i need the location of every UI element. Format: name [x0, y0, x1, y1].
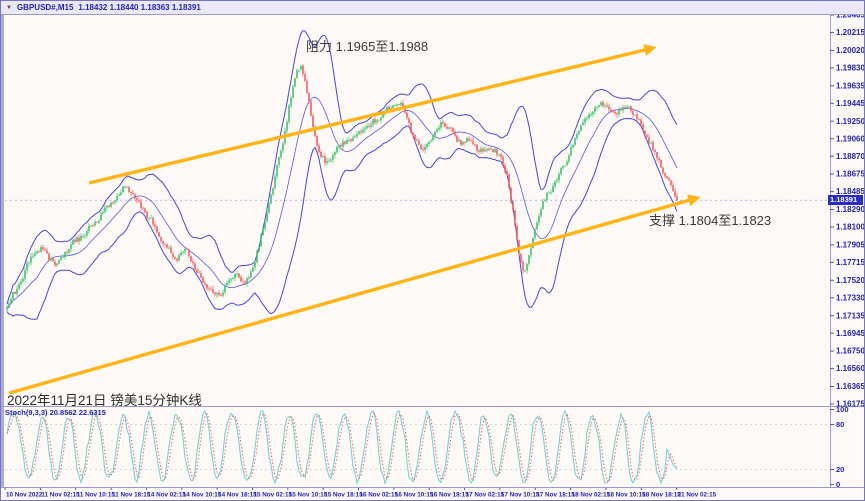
time-tick-label: 11 Nov 10:15 — [77, 492, 116, 499]
bollinger-middle-line — [6, 96, 678, 309]
price-tick-label: 1.18485 — [836, 187, 864, 196]
price-tick-label: 1.20405 — [836, 11, 864, 20]
price-tick-label: 1.16365 — [836, 382, 864, 391]
bollinger-bands — [6, 30, 678, 320]
ohlc-values: 1.18432 1.18440 1.18363 1.18391 — [78, 3, 201, 12]
lower-trendline[interactable] — [8, 194, 701, 395]
support-annotation[interactable]: 支撑 1.1804至1.1823 — [649, 213, 772, 228]
price-tick-label: 1.16750 — [836, 347, 864, 356]
price-tick-label: 1.18870 — [836, 152, 864, 161]
time-tick-label: 15 Nov 10:15 — [289, 492, 328, 499]
time-tick-label: 16 Nov 02:15 — [360, 492, 399, 499]
stoch-k-line — [6, 409, 678, 485]
time-tick-label: 16 Nov 18:15 — [430, 492, 469, 499]
price-tick-label: 1.18675 — [836, 170, 864, 179]
date-note-annotation[interactable]: 2022年11月21日 镑美15分钟K线 — [7, 393, 202, 408]
time-tick-label: 17 Nov 18:15 — [536, 492, 575, 499]
stoch-d-line — [6, 412, 678, 483]
current-price-badge: 1.18391 — [828, 195, 863, 205]
stochastic-indicator-label: Stoch(9,3,3) 20.8562 22.6315 — [5, 408, 106, 417]
time-tick-label: 14 Nov 18:15 — [218, 492, 257, 499]
bollinger-lower-line — [6, 118, 678, 320]
candlestick-series — [6, 63, 678, 312]
panel-borders — [1, 15, 864, 488]
price-axis[interactable]: 1.20405 1.20215 1.20020 1.19830 1.19635 1.194… — [830, 11, 864, 409]
price-tick-label: 1.17715 — [836, 258, 864, 267]
price-tick-label: 1.16560 — [836, 364, 864, 373]
time-tick-label: 18 Nov 10:15 — [607, 492, 646, 499]
time-tick-label: 11 Nov 02:15 — [41, 492, 80, 499]
time-tick-label: 17 Nov 02:15 — [466, 492, 505, 499]
price-tick-label: 1.18290 — [836, 205, 864, 214]
time-tick-label: 15 Nov 02:15 — [254, 492, 293, 499]
price-tick-label: 1.16945 — [836, 329, 864, 338]
time-tick-label: 17 Nov 10:15 — [501, 492, 540, 499]
resistance-annotation[interactable]: 阻力 1.1965至1.1988 — [306, 39, 429, 54]
price-tick-label: 1.19060 — [836, 134, 864, 143]
price-tick-label: 1.17330 — [836, 293, 864, 302]
price-tick-label: 1.16175 — [836, 400, 864, 409]
price-tick-label: 1.18100 — [836, 223, 864, 232]
price-tick-label: 1.19250 — [836, 117, 864, 126]
price-tick-label: 1.17520 — [836, 276, 864, 285]
stochastic-panel: 100 80 20 0 — [5, 405, 849, 489]
time-tick-label: 16 Nov 10:15 — [395, 492, 434, 499]
price-tick-label: 1.19830 — [836, 64, 864, 73]
price-tick-label: 1.19445 — [836, 99, 864, 108]
time-tick-label: 10 Nov 2022 — [6, 492, 43, 499]
trend-channel[interactable] — [8, 44, 701, 395]
symbol-title: GBPUSD#,M15 — [16, 3, 74, 12]
time-tick-label: 18 Nov 02:15 — [572, 492, 611, 499]
upper-trendline[interactable] — [88, 44, 657, 185]
time-tick-label: 14 Nov 02:15 — [147, 492, 186, 499]
time-tick-label: 14 Nov 10:15 — [183, 492, 222, 499]
symbol-dropdown-icon[interactable]: ▼ — [6, 4, 12, 11]
time-tick-label: 15 Nov 18:15 — [324, 492, 363, 499]
price-tick-label: 1.19635 — [836, 81, 864, 90]
time-tick-label: 21 Nov 02:15 — [678, 492, 717, 499]
stoch-tick-label: 20 — [836, 465, 844, 474]
chart-title-bar[interactable]: ▼ GBPUSD#,M15 1.18432 1.18440 1.18363 1.… — [1, 1, 864, 15]
price-tick-label: 1.20020 — [836, 46, 864, 55]
time-tick-label: 18 Nov 18:15 — [642, 492, 681, 499]
stoch-tick-label: 80 — [836, 420, 844, 429]
price-tick-label: 1.17135 — [836, 311, 864, 320]
price-tick-label: 1.17905 — [836, 241, 864, 250]
stoch-tick-label: 100 — [836, 405, 849, 414]
stoch-tick-label: 0 — [836, 480, 840, 489]
price-tick-label: 1.20215 — [836, 28, 864, 37]
time-tick-label: 11 Nov 18:15 — [112, 492, 151, 499]
bollinger-upper-line — [6, 30, 678, 305]
